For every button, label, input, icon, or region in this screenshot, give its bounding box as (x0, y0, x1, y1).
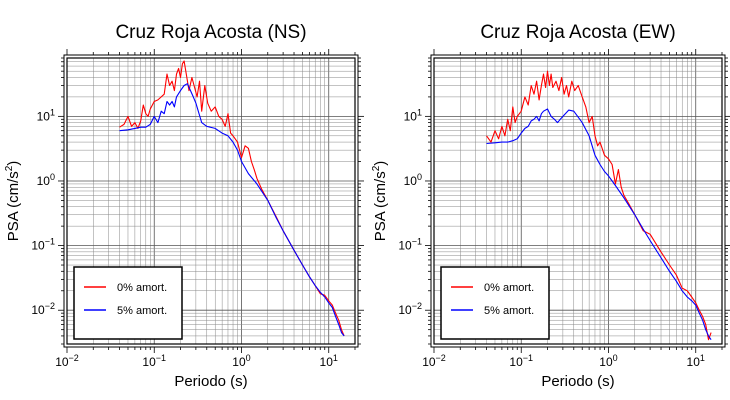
x-axis-label: Periodo (s) (541, 373, 614, 390)
chart-title: Cruz Roja Acosta (NS) (115, 22, 306, 43)
y-tick-label: 10−1 (31, 237, 55, 253)
chart-title: Cruz Roja Acosta (EW) (480, 22, 675, 43)
chart-panel-ns: 10−2 10−1 100 101 10−2 10−1 100 101 Cruz Roja Ac… (4, 22, 364, 390)
y-tick-label: 10−1 (398, 237, 422, 253)
legend-box (440, 266, 550, 340)
x-tick-label: 101 (687, 353, 705, 369)
x-tick-label: 100 (599, 353, 617, 369)
y-tick-label: 10−2 (31, 301, 55, 317)
plot-frame-outer (430, 54, 726, 348)
series-group (119, 60, 345, 337)
series-line-amort-0 (486, 70, 712, 341)
y-tick-label: 10−2 (398, 301, 422, 317)
plot-frame (66, 57, 356, 345)
x-tick-label: 10−2 (55, 353, 79, 369)
y-axis-label: PSA (cm/s2) (371, 161, 389, 242)
legend-label: 0% amort. (484, 282, 534, 294)
series-line-amort-5 (486, 108, 712, 341)
x-tick-label: 10−2 (422, 353, 446, 369)
x-axis-label: Periodo (s) (174, 373, 247, 390)
legend: 0% amort. 5% amort. (440, 266, 550, 340)
x-tick-label: 10−1 (142, 353, 166, 369)
legend: 0% amort. 5% amort. (73, 266, 183, 340)
y-tick-label: 100 (404, 172, 422, 188)
legend-label: 0% amort. (117, 282, 167, 294)
x-tick-label: 101 (320, 353, 338, 369)
legend-label: 5% amort. (117, 305, 167, 317)
chart-panel-ew: 10−2 10−1 100 101 10−2 10−1 100 101 Cruz Roja Ac… (371, 22, 730, 390)
plot-frame (433, 57, 723, 345)
x-tick-label: 100 (232, 353, 250, 369)
plot-frame-outer (63, 54, 359, 348)
y-tick-label: 101 (404, 107, 422, 123)
y-tick-label: 101 (37, 107, 55, 123)
grid (66, 57, 356, 345)
legend-label: 5% amort. (484, 305, 534, 317)
legend-box (73, 266, 183, 340)
y-tick-label: 100 (37, 172, 55, 188)
series-line-amort-5 (119, 83, 345, 337)
y-axis-label: PSA (cm/s2) (4, 161, 22, 242)
x-tick-label: 10−1 (509, 353, 533, 369)
series-group (486, 70, 712, 341)
